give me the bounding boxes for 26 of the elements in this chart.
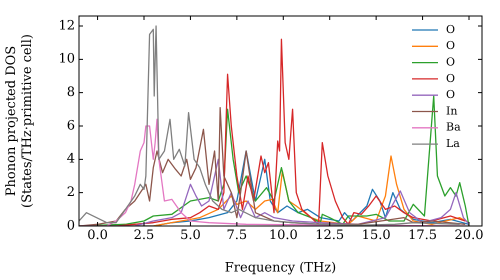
x-tick-label: 0.0 bbox=[87, 228, 108, 244]
x-tick-label: 7.5 bbox=[226, 228, 248, 244]
legend-label: O bbox=[446, 55, 456, 68]
y-tick-label: 8 bbox=[66, 85, 75, 100]
legend-label: Ba bbox=[446, 120, 462, 134]
y-tick-label: 12 bbox=[58, 18, 75, 34]
legend-label: O bbox=[446, 39, 456, 52]
x-tick-label: 15.0 bbox=[362, 228, 391, 244]
x-tick-label: 17.5 bbox=[408, 228, 438, 244]
legend-label: O bbox=[446, 72, 456, 85]
y-tick-label: 0 bbox=[66, 218, 75, 234]
x-tick-label: 5.0 bbox=[180, 228, 201, 244]
y-tick-label: 4 bbox=[66, 152, 75, 167]
legend-label: In bbox=[446, 104, 458, 118]
legend-label: La bbox=[446, 136, 460, 150]
x-axis-title: Frequency (THz) bbox=[224, 260, 336, 276]
legend-label: O bbox=[446, 88, 456, 102]
x-tick-label: 2.5 bbox=[134, 228, 154, 244]
x-tick-label: 20.0 bbox=[454, 228, 484, 244]
x-tick-label: 12.5 bbox=[315, 228, 344, 244]
x-tick-label: 10.0 bbox=[268, 228, 298, 244]
y-tick-label: 2 bbox=[66, 185, 75, 200]
legend-label: O bbox=[446, 22, 456, 36]
y-tick-label: 10 bbox=[58, 52, 75, 67]
y-axis-title: Phonon projected DOS (States/THz·primitive cell) bbox=[4, 34, 35, 208]
y-tick-label: 6 bbox=[66, 118, 75, 134]
